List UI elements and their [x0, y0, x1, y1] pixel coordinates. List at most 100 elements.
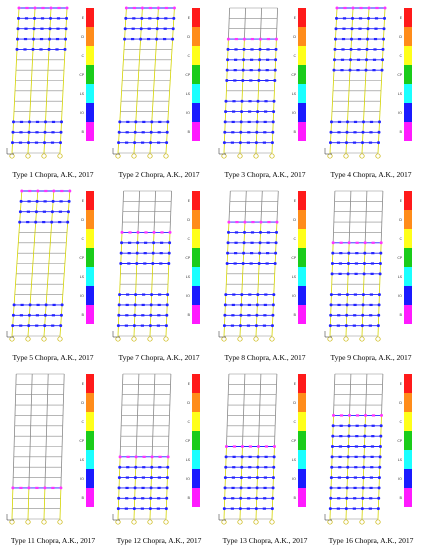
plastic-hinge-marker	[118, 486, 121, 489]
beam-hinge-marker	[160, 242, 163, 244]
beam-hinge-marker	[159, 456, 162, 458]
column-segment	[19, 8, 20, 18]
beam-hinge-marker	[266, 252, 269, 254]
beam-hinge-marker	[359, 17, 362, 19]
column-segment	[48, 70, 49, 80]
plastic-hinge-marker	[336, 7, 339, 10]
plastic-hinge-marker	[156, 27, 159, 30]
column-segment	[63, 284, 64, 294]
column-segment	[122, 81, 123, 91]
beam-hinge-marker	[141, 314, 144, 316]
plastic-hinge-marker	[118, 131, 121, 134]
plastic-hinge-marker	[166, 303, 169, 306]
column-segment	[141, 18, 142, 28]
column-segment	[346, 143, 347, 153]
beam-hinge-marker	[142, 466, 145, 468]
beam-hinge-marker	[266, 262, 269, 264]
plastic-hinge-marker	[352, 7, 355, 10]
column-segment	[67, 8, 68, 18]
column-segment	[119, 132, 120, 142]
legend-swatch	[192, 374, 200, 393]
support-icon	[148, 154, 152, 158]
plastic-hinge-marker	[381, 69, 384, 72]
plastic-hinge-marker	[362, 120, 365, 123]
beam-hinge-marker	[20, 121, 23, 123]
plastic-hinge-marker	[351, 17, 354, 20]
beam-hinge-marker	[248, 304, 251, 306]
legend-swatch	[86, 84, 94, 103]
plastic-hinge-marker	[11, 324, 14, 327]
plastic-hinge-marker	[259, 38, 262, 41]
beam-hinge-marker	[354, 476, 357, 478]
column-segment	[125, 18, 126, 28]
column-segment	[66, 232, 67, 242]
beam-hinge-marker	[358, 38, 361, 40]
column-segment	[60, 326, 61, 336]
plastic-hinge-marker	[124, 17, 127, 20]
column-segment	[333, 81, 334, 91]
plastic-hinge-marker	[149, 314, 152, 317]
legend-level-label: IO	[398, 294, 402, 298]
plastic-hinge-marker	[259, 241, 262, 244]
legend-swatch	[192, 450, 200, 469]
beam-hinge-marker	[125, 142, 128, 144]
beam-hinge-marker	[338, 476, 341, 478]
plastic-hinge-marker	[362, 486, 365, 489]
beam-hinge-marker	[231, 497, 234, 499]
plastic-hinge-marker	[137, 231, 140, 234]
plastic-hinge-marker	[271, 314, 274, 317]
beam-hinge-marker	[126, 131, 129, 133]
plastic-hinge-marker	[29, 303, 32, 306]
column-segment	[66, 29, 67, 39]
legend-level-label: E	[400, 16, 403, 20]
plastic-hinge-marker	[224, 476, 227, 479]
beam-hinge-marker	[354, 466, 357, 468]
beam-hinge-marker	[141, 487, 144, 489]
column-segment	[353, 8, 354, 18]
beam-hinge-marker	[338, 293, 341, 295]
beam-hinge-marker	[357, 48, 360, 50]
plastic-hinge-marker	[124, 27, 127, 30]
plastic-hinge-marker	[34, 221, 37, 224]
beam-hinge-marker	[35, 131, 38, 133]
beam-hinge-marker	[144, 252, 147, 254]
plastic-hinge-marker	[377, 324, 380, 327]
plastic-hinge-marker	[134, 120, 137, 123]
panel-caption: Type 2 Chopra, A.K., 2017	[106, 170, 212, 179]
column-segment	[122, 70, 123, 80]
column-segment	[368, 29, 369, 39]
column-segment	[336, 18, 337, 28]
beam-hinge-marker	[343, 7, 346, 9]
plastic-hinge-marker	[329, 141, 332, 144]
beam-hinge-marker	[263, 142, 266, 144]
plastic-hinge-marker	[365, 58, 368, 61]
plastic-hinge-marker	[17, 27, 20, 30]
plastic-hinge-marker	[125, 7, 128, 10]
beam-hinge-marker	[375, 17, 378, 19]
beam-hinge-marker	[265, 79, 268, 81]
legend-level-label: C	[399, 420, 402, 424]
legend-swatch	[192, 488, 200, 507]
legend-swatch	[192, 412, 200, 431]
beam-hinge-marker	[339, 273, 342, 275]
plastic-hinge-marker	[165, 507, 168, 510]
plastic-hinge-marker	[60, 314, 63, 317]
beam-hinge-marker	[355, 273, 358, 275]
column-segment	[121, 91, 122, 101]
beam-hinge-marker	[372, 69, 375, 71]
panel-caption: Type 8 Chopra, A.K., 2017	[212, 353, 318, 362]
column-segment	[64, 264, 65, 274]
beam-hinge-marker	[160, 231, 163, 233]
legend-level-label: IO	[398, 477, 402, 481]
legend-swatch	[298, 122, 306, 141]
beam-hinge-marker	[125, 314, 128, 316]
beam-hinge-marker	[248, 100, 251, 102]
beam-hinge-marker	[247, 497, 250, 499]
beam-hinge-marker	[339, 262, 342, 264]
legend-swatch	[404, 46, 412, 65]
column-segment	[168, 112, 169, 122]
plastic-hinge-marker	[335, 17, 338, 20]
legend-swatch	[298, 248, 306, 267]
